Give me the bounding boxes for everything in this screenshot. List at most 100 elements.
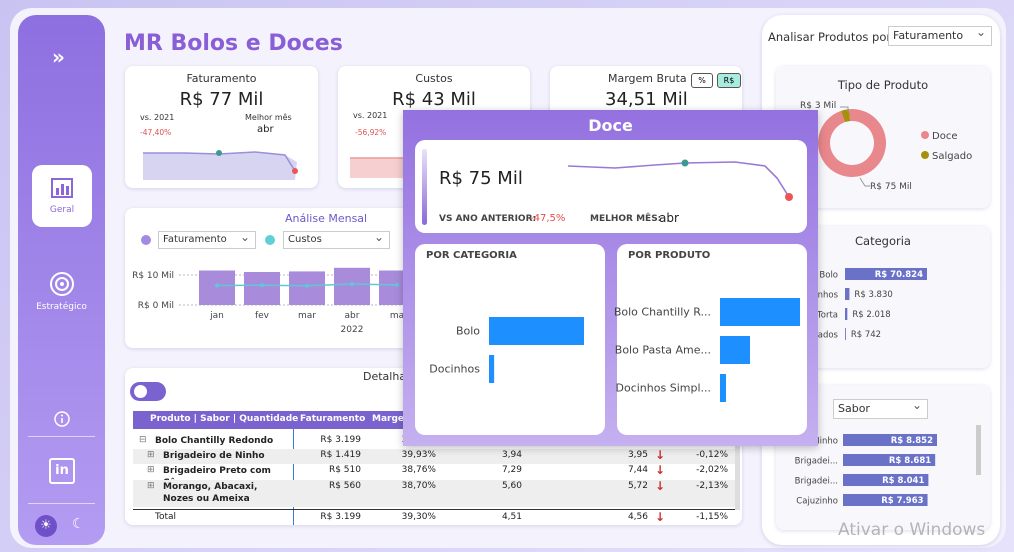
tooltip-card: POR PRODUTO — [617, 244, 807, 435]
expand-icon: ⊞ — [147, 450, 155, 460]
sparkline — [143, 150, 298, 180]
cell: R$ 560 — [328, 481, 361, 491]
cell: 4,51 — [501, 512, 522, 522]
cell: 38,70% — [401, 481, 436, 491]
column-header: Produto | Sabor | Quantidade — [150, 414, 299, 424]
filter-value: Faturamento — [893, 29, 964, 42]
nav-geral[interactable]: Geral — [32, 165, 92, 227]
card-title: Categoria — [855, 234, 911, 248]
vs-value: -47,5% — [530, 213, 566, 224]
geral-icon — [51, 178, 73, 198]
cell: 5,72 — [627, 481, 648, 491]
column-divider — [293, 429, 294, 525]
row-label: Brigadeiro de Ninho — [163, 451, 265, 461]
expand-icon: ⊞ — [147, 481, 155, 491]
toggle[interactable]: % — [691, 73, 713, 88]
kpi-compare: vs. 2021 — [353, 111, 388, 120]
scrollbar[interactable] — [735, 430, 740, 510]
kpi-value: 34,51 Mil — [605, 89, 688, 110]
cell: R$ 1.419 — [320, 450, 361, 460]
kpi-value: R$ 77 Mil — [179, 89, 264, 110]
cell: -1,15% — [696, 512, 728, 522]
best-value: abr — [659, 211, 679, 225]
linkedin-icon[interactable]: in — [49, 458, 75, 484]
cell: 3,94 — [501, 450, 522, 460]
row-band — [133, 480, 735, 507]
cell: -0,12% — [696, 450, 728, 460]
series-dropdown[interactable]: Custos — [283, 230, 390, 249]
kpi-change: -47,40% — [140, 128, 172, 137]
series-name: Custos — [288, 234, 322, 245]
kpi-value: R$ 43 Mil — [392, 89, 476, 110]
best-label: MELHOR MÊS: — [590, 214, 662, 224]
monthly-card: Análise Mensal Faturamento Custos — [125, 208, 425, 348]
nav-label[interactable]: Estratégico — [36, 302, 87, 312]
sidebar: » Geral Estratégico in ☀ ☾ — [18, 15, 105, 545]
legend-dot — [265, 235, 275, 245]
cell: 39,30% — [401, 512, 436, 522]
page-title: MR Bolos e Doces — [124, 31, 343, 56]
cell: -2,02% — [696, 465, 728, 475]
kpi-best-label: Melhor mês — [245, 113, 292, 122]
sparkline — [567, 159, 793, 201]
row-label: Morango, Abacaxi, Nozes ou Ameixa — [163, 482, 258, 504]
watermark: Ativar o Windows — [838, 520, 986, 540]
card-title: Tipo de Produto — [837, 78, 929, 92]
row-label: Bolo Chantilly Redondo — [155, 436, 274, 446]
row-band — [133, 449, 735, 464]
cell: R$ 3.199 — [320, 512, 361, 522]
tooltip-card: POR CATEGORIA — [415, 244, 605, 435]
dark-mode[interactable]: ☾ — [72, 516, 85, 532]
vs-label: VS ANO ANTERIOR: — [439, 214, 537, 224]
tooltip-value: R$ 75 Mil — [439, 168, 523, 189]
sabor-dropdown[interactable]: Sabor — [833, 398, 928, 419]
tooltip-title: Doce — [588, 116, 633, 135]
cell: 4,56 — [627, 512, 648, 522]
cell: 39,93% — [401, 450, 436, 460]
kpi-best: abr — [257, 124, 274, 135]
tooltip: Doce R$ 75 Mil VS ANO ANTERIOR: -47,5% M… — [403, 110, 818, 446]
kpi-title: Faturamento — [186, 72, 257, 85]
series-dropdown[interactable]: Faturamento — [158, 230, 256, 249]
row-divider — [133, 509, 735, 510]
divider — [28, 436, 95, 437]
series-name: Faturamento — [163, 234, 227, 245]
cell: 7,29 — [501, 465, 522, 475]
expand-icon: ⊟ — [139, 435, 147, 445]
trend-arrow: ↓ — [655, 479, 666, 493]
toggle[interactable]: R$ — [717, 73, 741, 88]
nav-label: Geral — [49, 205, 75, 215]
legend-dot — [141, 235, 151, 245]
kpi-compare: vs. 2021 — [140, 113, 175, 122]
divider — [28, 503, 95, 504]
cell: R$ 3.199 — [320, 435, 361, 445]
card-title: POR PRODUTO — [628, 250, 711, 261]
tooltip-kpi: R$ 75 Mil VS ANO ANTERIOR: -47,5% MELHOR… — [415, 140, 807, 233]
cell: 3,95 — [627, 450, 648, 460]
cell: 7,44 — [627, 465, 648, 475]
trend-arrow: ↓ — [655, 448, 666, 462]
toggle-switch[interactable] — [130, 382, 166, 401]
cell: 38,76% — [401, 465, 436, 475]
kpi-title: Margem Bruta — [608, 72, 687, 85]
kpi-change: -56,92% — [355, 128, 387, 137]
cell: -2,13% — [696, 481, 728, 491]
info-icon[interactable] — [53, 410, 71, 428]
trend-arrow: ↓ — [655, 510, 666, 524]
filter-label: Analisar Produtos por — [768, 30, 892, 44]
dropdown-value: Sabor — [838, 402, 870, 415]
column-header: Faturamento — [300, 414, 366, 424]
sparkline — [350, 157, 408, 178]
scrollbar[interactable] — [976, 425, 981, 475]
light-mode[interactable]: ☀ — [35, 515, 57, 537]
filter-dropdown[interactable]: Faturamento — [888, 25, 992, 46]
total-label: Total — [155, 512, 177, 522]
cell: 5,60 — [501, 481, 522, 491]
expand-icon[interactable]: » — [52, 45, 65, 69]
trend-arrow: ↓ — [655, 463, 666, 477]
card-title: Análise Mensal — [285, 212, 368, 225]
card-title: POR CATEGORIA — [426, 250, 517, 261]
cell: R$ 510 — [328, 465, 361, 475]
estrategico-icon — [50, 272, 74, 296]
